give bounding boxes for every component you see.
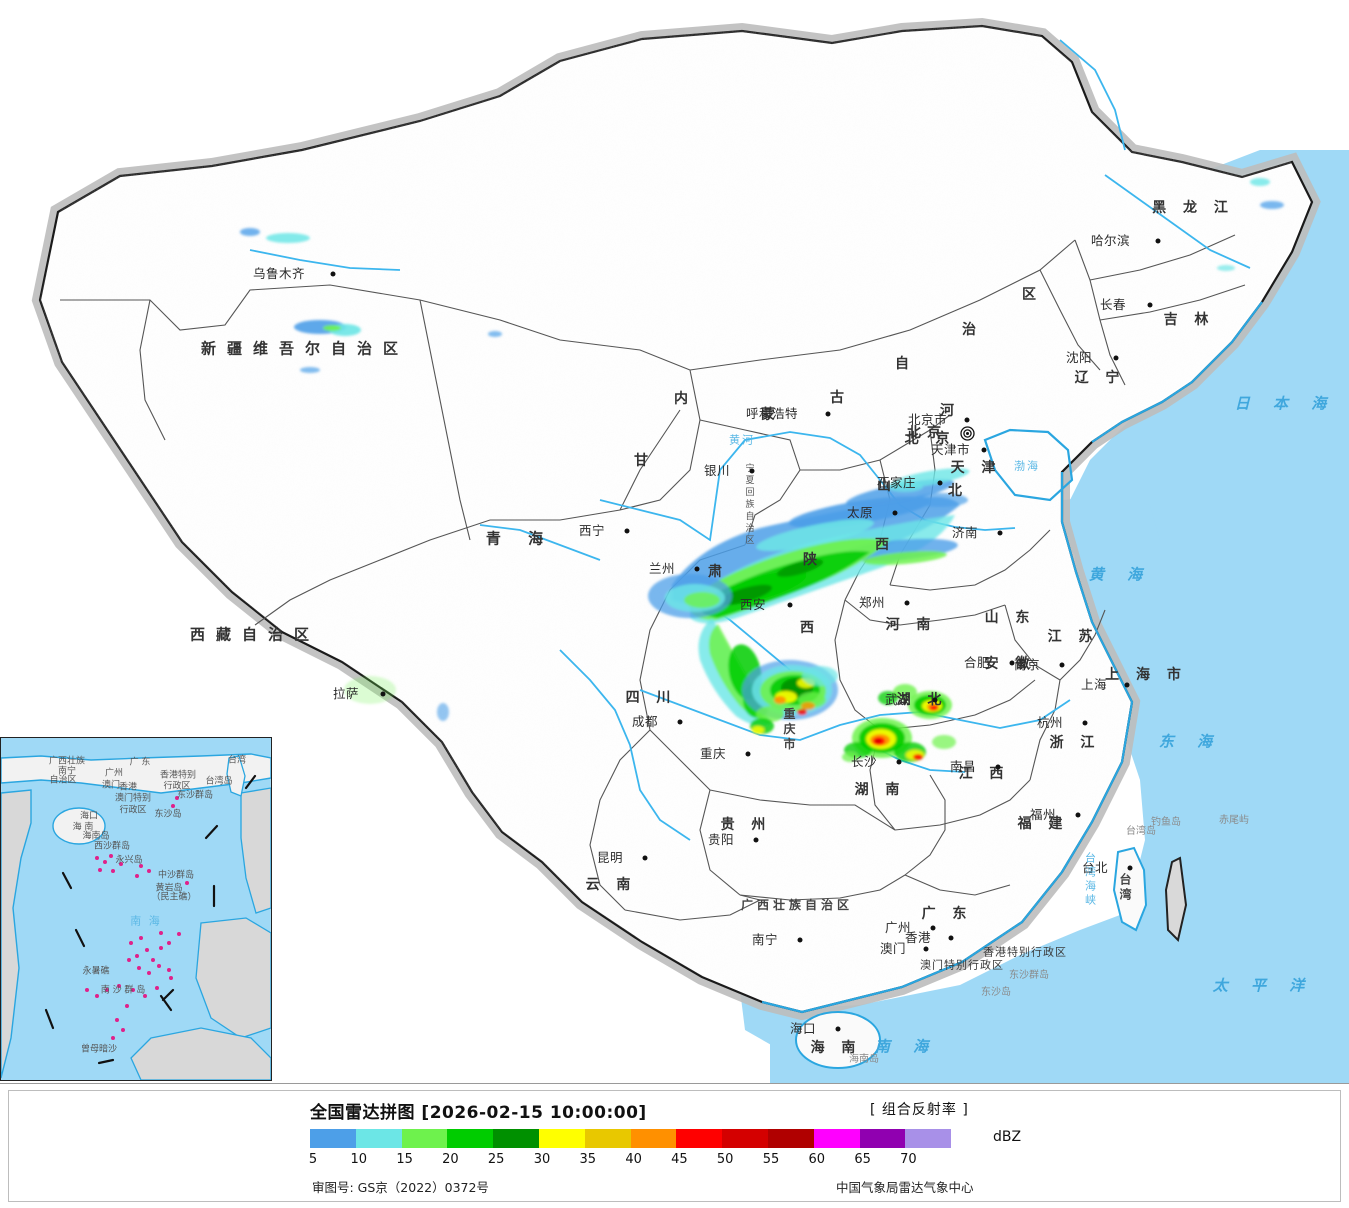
echo-chongqing-hubei [742,660,838,734]
colorbar-segment-15[interactable] [401,1129,448,1148]
city-dot-33 [923,946,929,952]
city-dot-26 [930,925,936,931]
city-dot-23 [753,837,759,843]
product-type-label: [ 组合反射率 ] [870,1102,969,1118]
city-dot-1 [380,691,386,697]
colorbar-tick-45: 45 [671,1152,688,1167]
colorbar-segment-40[interactable] [630,1129,677,1148]
colorbar-tick-65: 65 [854,1152,871,1167]
city-dot-6 [964,417,970,423]
echo-tibet [344,676,449,721]
colorbar-segment-50[interactable] [722,1129,768,1148]
colorbar-tick-30: 30 [533,1152,551,1167]
issuing-agency: 中国气象局雷达气象中心 [836,1180,974,1195]
city-dot-14 [745,751,751,757]
city-dot-21 [1082,720,1088,726]
colorbar-segment-10[interactable] [355,1129,402,1148]
echo-wuhan [878,684,952,719]
dbz-colorbar[interactable] [310,1129,952,1148]
city-dot-0 [330,271,336,277]
radar-echo-layer [240,178,1284,762]
colorbar-tick-20: 20 [442,1152,459,1167]
city-dot-12 [787,602,793,608]
page-title: 全国雷达拼图 [2026-02-15 10:00:00] [310,1103,647,1123]
city-dot-18 [1009,660,1015,666]
city-dot-29 [1155,238,1161,244]
colorbar-segment-20[interactable] [447,1129,494,1148]
city-dot-4 [749,468,755,474]
colorbar-tick-10: 10 [350,1152,368,1167]
echo-hunan-north [842,718,956,762]
colorbar-segment-35[interactable] [584,1129,631,1148]
city-dot-22 [1075,812,1081,818]
dbz-unit-label: dBZ [993,1129,1022,1145]
city-dot-8 [937,480,943,486]
south-china-sea-inset[interactable]: 广西壮族 自治区 南宁广 东广州 澳门 香港 香港特别 行政区 澳门特别 行政区 台湾 台湾岛 东沙群… [0,737,272,1081]
city-dot-3 [694,566,700,572]
city-dot-32 [948,935,954,941]
colorbar-tick-70: 70 [900,1152,917,1167]
legend-panel: 全国雷达拼图 [2026-02-15 10:00:00] [ 组合反射率 ] d… [0,1083,1349,1208]
inset-canvas [1,738,271,1080]
city-dot-28 [1127,865,1133,871]
coastline [761,301,1263,1014]
legend-title-row: 全国雷达拼图 [2026-02-15 10:00:00] [ 组合反射率 ] [310,1098,1310,1123]
colorbar-tick-55: 55 [762,1152,780,1167]
colorbar-segment-5[interactable] [310,1129,356,1148]
city-dot-19 [1059,662,1065,668]
map-approval-number: 审图号: GS京（2022）0372号 [312,1180,489,1195]
colorbar-tick-5: 5 [308,1152,318,1167]
city-dot-2 [624,528,630,534]
colorbar-tick-35: 35 [579,1152,597,1167]
city-dot-31 [1113,355,1119,361]
map-canvas [31,17,1349,1083]
city-dot-15 [932,697,938,703]
colorbar-segment-65[interactable] [859,1129,906,1148]
colorbar-tick-15: 15 [396,1152,413,1167]
city-dot-24 [642,855,648,861]
colorbar-segment-25[interactable] [493,1129,539,1148]
legend-panel-border [8,1090,1341,1202]
colorbar-segment-70[interactable] [905,1129,952,1148]
city-dot-25 [797,937,803,943]
colorbar-tick-50: 50 [716,1152,734,1167]
city-dot-30 [1147,302,1153,308]
city-dot-13 [677,719,683,725]
colorbar-tick-40: 40 [625,1152,642,1167]
china-radar-map[interactable]: 新疆维吾尔自治区 西藏自治区青 海内蒙古自治区甘肃宁夏回族自治区陕西山西河北河 南… [0,0,1349,1083]
city-dot-16 [896,759,902,765]
colorbar-tick-25: 25 [487,1152,505,1167]
colorbar-segment-60[interactable] [813,1129,860,1148]
colorbar-segment-55[interactable] [767,1129,814,1148]
city-dot-9 [892,510,898,516]
city-dot-11 [904,600,910,606]
colorbar-segment-45[interactable] [676,1129,723,1148]
echo-xinjiang [240,228,502,373]
city-dot-17 [995,764,1001,770]
city-dot-27 [835,1026,841,1032]
colorbar-segment-30[interactable] [538,1129,585,1148]
outlying-islands [795,846,1188,1069]
city-dot-10 [997,530,1003,536]
echo-northeast [1217,178,1284,271]
city-dot-7 [981,447,987,453]
city-dot-5 [825,411,831,417]
colorbar-tick-60: 60 [808,1152,826,1167]
city-dot-20 [1124,682,1130,688]
